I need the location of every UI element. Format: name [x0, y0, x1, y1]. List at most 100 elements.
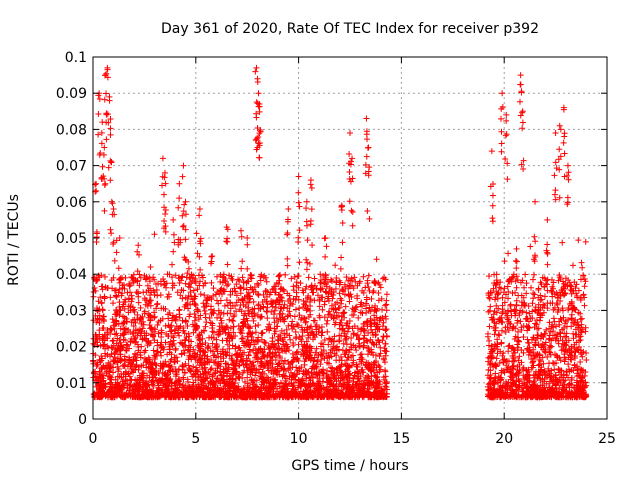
- data-point: [297, 280, 304, 287]
- data-point: [257, 305, 264, 312]
- data-point: [374, 323, 381, 330]
- data-point: [492, 294, 499, 301]
- data-point: [96, 356, 103, 363]
- data-point: [206, 315, 213, 322]
- data-point: [328, 368, 335, 375]
- data-point: [266, 291, 273, 298]
- data-point: [183, 392, 190, 399]
- data-point: [516, 310, 523, 317]
- data-point: [554, 291, 561, 298]
- data-point: [245, 310, 252, 317]
- data-point: [257, 273, 264, 280]
- data-point: [281, 357, 288, 364]
- data-point: [324, 367, 331, 374]
- data-point: [93, 187, 100, 194]
- data-point: [172, 347, 179, 354]
- data-point: [549, 390, 556, 397]
- data-point: [280, 392, 287, 399]
- data-point: [486, 295, 493, 302]
- data-point: [506, 342, 513, 349]
- data-point: [565, 277, 572, 284]
- data-point: [532, 320, 539, 327]
- data-point: [570, 319, 577, 326]
- data-point: [339, 322, 346, 329]
- data-point: [217, 368, 224, 375]
- data-point: [487, 375, 494, 382]
- data-point: [548, 367, 555, 374]
- data-point: [133, 362, 140, 369]
- data-point: [375, 297, 382, 304]
- data-point: [351, 308, 358, 315]
- data-point: [502, 378, 509, 385]
- data-point: [114, 335, 121, 342]
- data-point: [488, 346, 495, 353]
- data-point: [572, 364, 579, 371]
- data-point: [357, 328, 364, 335]
- data-point: [131, 316, 138, 323]
- data-point: [141, 355, 148, 362]
- data-point: [147, 302, 154, 309]
- data-point: [355, 314, 362, 321]
- data-point: [269, 303, 276, 310]
- data-point: [168, 327, 175, 334]
- data-point: [486, 361, 493, 368]
- data-point: [222, 360, 229, 367]
- data-point: [261, 338, 268, 345]
- data-point: [229, 371, 236, 378]
- data-point: [188, 338, 195, 345]
- data-point: [193, 322, 200, 329]
- data-point: [364, 280, 371, 287]
- data-point: [144, 342, 151, 349]
- data-point: [109, 316, 116, 323]
- data-point: [355, 375, 362, 382]
- data-point: [359, 287, 366, 294]
- data-point: [128, 319, 135, 326]
- data-point: [182, 317, 189, 324]
- data-point: [323, 350, 330, 357]
- data-point: [99, 355, 106, 362]
- data-point: [254, 349, 261, 356]
- data-point: [565, 374, 572, 381]
- data-point: [269, 338, 276, 345]
- data-point: [90, 391, 97, 398]
- data-point: [487, 367, 494, 374]
- data-point: [239, 374, 246, 381]
- data-point: [274, 385, 281, 392]
- data-point: [115, 368, 122, 375]
- data-point: [187, 284, 194, 291]
- data-point: [106, 362, 113, 369]
- data-point: [292, 387, 299, 394]
- data-point: [254, 311, 261, 318]
- data-point: [500, 357, 507, 364]
- data-point: [546, 349, 553, 356]
- data-point: [368, 346, 375, 353]
- data-point: [542, 339, 549, 346]
- data-point: [160, 276, 167, 283]
- data-point: [210, 335, 217, 342]
- data-point: [519, 308, 526, 315]
- data-point: [221, 372, 228, 379]
- data-point: [163, 330, 170, 337]
- data-point: [151, 314, 158, 321]
- data-point: [523, 367, 530, 374]
- data-point: [537, 358, 544, 365]
- data-point: [229, 342, 236, 349]
- data-point: [276, 345, 283, 352]
- data-point: [101, 293, 108, 300]
- data-point: [292, 335, 299, 342]
- data-point: [579, 264, 586, 271]
- data-point: [341, 281, 348, 288]
- data-point: [286, 308, 293, 315]
- data-point: [179, 362, 186, 369]
- data-point: [549, 283, 556, 290]
- data-point: [237, 329, 244, 336]
- data-point: [155, 330, 162, 337]
- data-point: [272, 328, 279, 335]
- data-point: [173, 371, 180, 378]
- data-point: [260, 380, 267, 387]
- data-point: [536, 387, 543, 394]
- data-point: [127, 376, 134, 383]
- data-point: [557, 357, 564, 364]
- data-point: [561, 381, 568, 388]
- data-point: [199, 366, 206, 373]
